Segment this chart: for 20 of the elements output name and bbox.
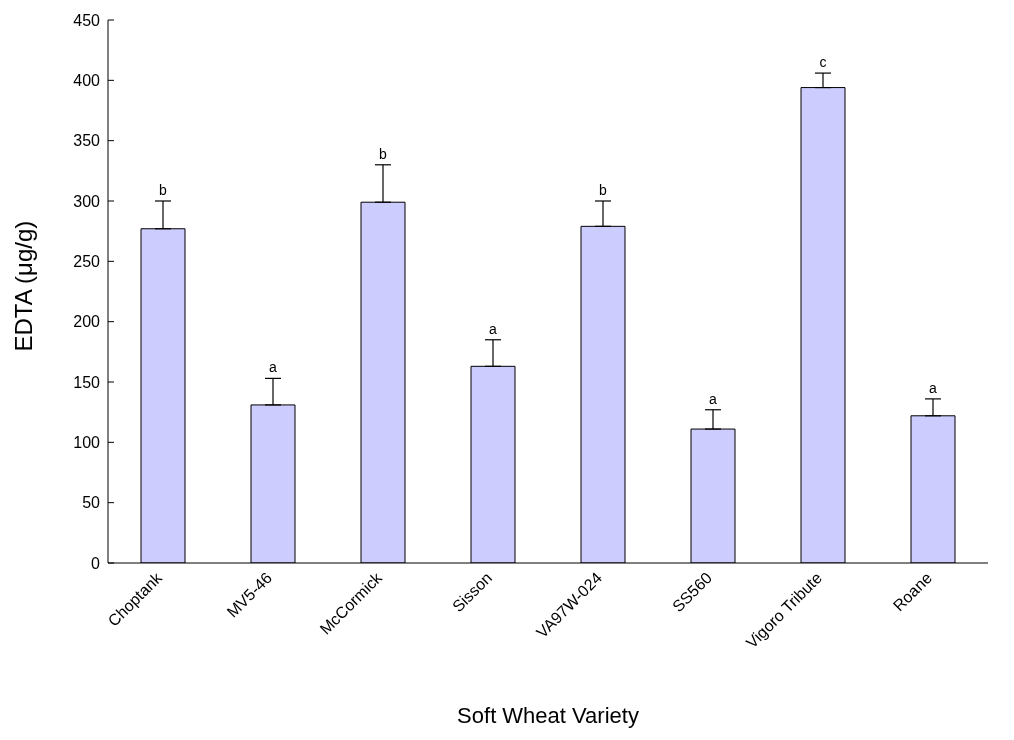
y-tick-label: 0 (91, 554, 101, 572)
annotation: b (379, 145, 388, 162)
y-tick-label: 50 (82, 494, 101, 512)
y-tick-label: 350 (73, 132, 101, 150)
annotation: a (709, 390, 718, 407)
y-tick-label: 250 (73, 253, 101, 271)
annotation: c (819, 54, 827, 71)
annotation: a (489, 320, 498, 337)
annotation: b (599, 182, 608, 198)
annotation: b (159, 182, 168, 198)
y-tick-label: 200 (73, 313, 101, 331)
y-tick-label: 450 (73, 11, 101, 29)
y-axis-title: EDTA (μg/g) (9, 220, 37, 352)
annotation: a (929, 379, 938, 396)
annotation: a (269, 359, 278, 376)
y-tick-label: 400 (73, 72, 101, 90)
y-tick-label: 100 (73, 434, 101, 452)
x-axis-title: Soft Wheat Variety (457, 703, 639, 728)
y-tick-label: 150 (73, 373, 101, 391)
y-tick-label: 300 (73, 192, 101, 210)
